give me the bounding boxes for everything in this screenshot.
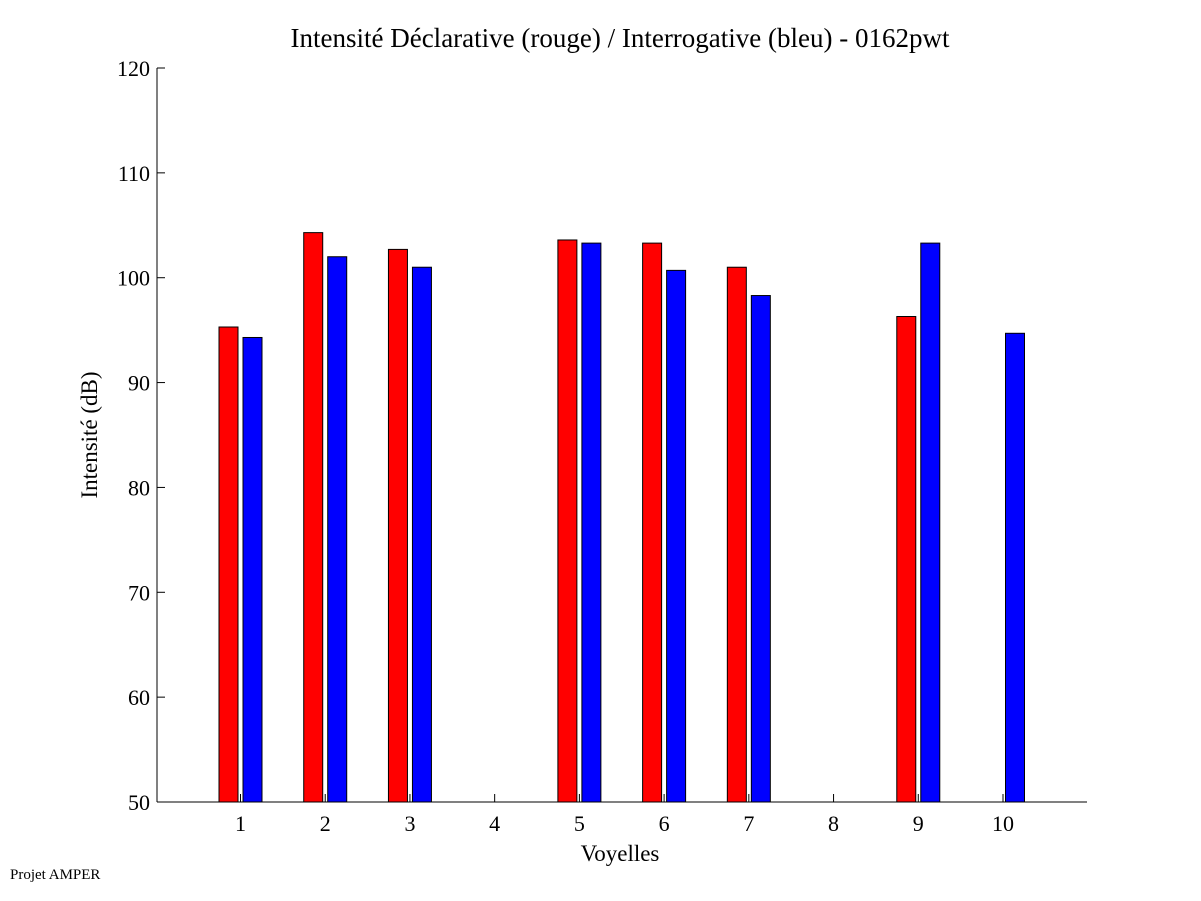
y-tick-label-100: 100 [117,266,150,291]
bar-declarative-7 [726,266,747,803]
bar-interrogative-2 [327,256,348,803]
bar-declarative-9 [896,316,917,803]
bar-interrogative-6 [666,269,687,803]
bar-interrogative-9 [920,242,941,803]
bar-interrogative-1 [242,336,263,803]
y-tick-label-90: 90 [128,371,150,396]
bar-declarative-5 [557,239,578,803]
bar-interrogative-7 [750,295,771,803]
x-tick-label-6: 6 [659,811,670,836]
x-tick-label-4: 4 [489,811,500,836]
x-tick-label-1: 1 [235,811,246,836]
x-tick-label-7: 7 [743,811,754,836]
y-tick-label-70: 70 [128,580,150,605]
x-tick-label-5: 5 [574,811,585,836]
x-tick-label-9: 9 [913,811,924,836]
y-tick-label-110: 110 [118,161,150,186]
x-tick-label-3: 3 [404,811,415,836]
chart-title: Intensité Déclarative (rouge) / Interrog… [291,23,950,53]
y-axis-label: Intensité (dB) [77,371,102,498]
y-tick-label-50: 50 [128,790,150,815]
x-axis-label: Voyelles [581,841,660,866]
bars-layer [218,232,1025,803]
y-axis-ticks: 50 60 70 80 90 100 110 120 [117,56,165,815]
bar-declarative-1 [218,326,239,803]
bar-declarative-3 [387,248,408,803]
bar-interrogative-3 [411,266,432,803]
y-tick-label-80: 80 [128,475,150,500]
x-tick-label-8: 8 [828,811,839,836]
x-axis-ticks: 1 2 3 4 5 6 7 8 9 10 [235,794,1014,836]
bar-declarative-2 [303,232,324,803]
bar-interrogative-5 [581,242,602,803]
bar-declarative-6 [642,242,663,803]
x-tick-label-2: 2 [320,811,331,836]
y-tick-label-120: 120 [117,56,150,81]
bar-interrogative-10 [1005,332,1025,803]
y-tick-label-60: 60 [128,685,150,710]
x-tick-label-10: 10 [992,811,1014,836]
footer-credit: Projet AMPER [10,867,100,883]
